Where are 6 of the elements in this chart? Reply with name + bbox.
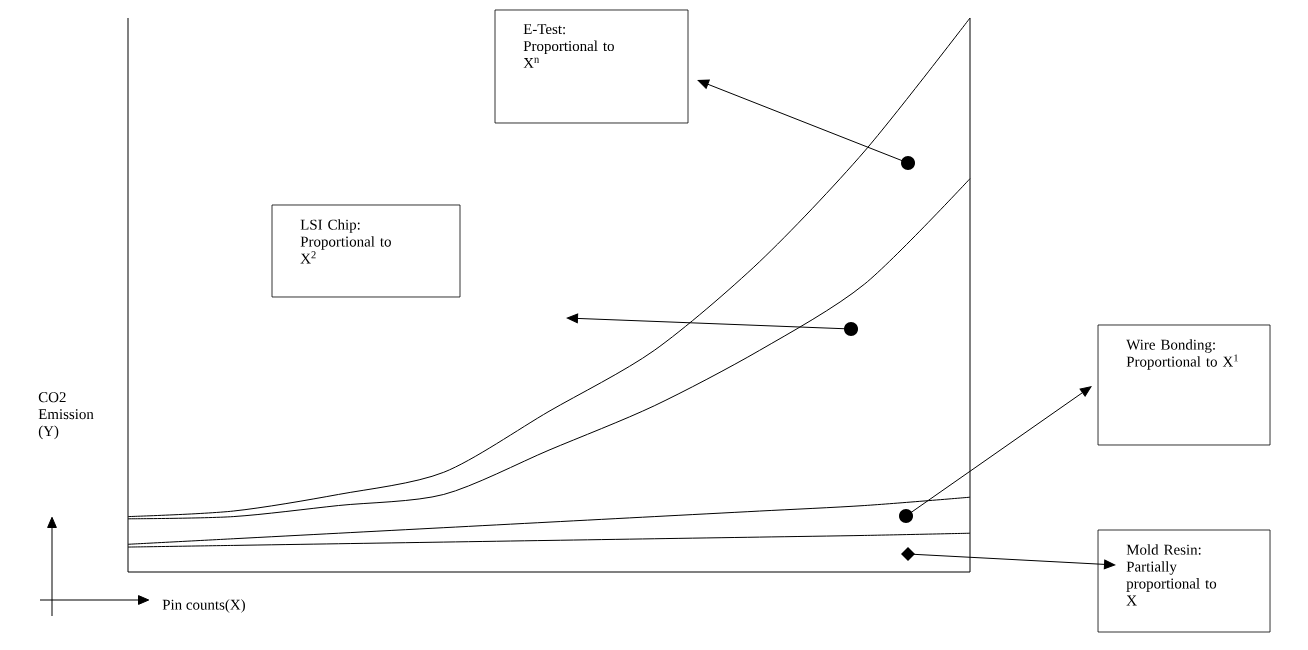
y-axis-title: CO2 Emission (Y) bbox=[38, 392, 94, 440]
text: Mold Resin: Partially proportional to X bbox=[1126, 544, 1217, 606]
x-axis-title: Pin counts(X) bbox=[162, 599, 245, 613]
text: Wire Bonding: Proportional to X$^{1}$ bbox=[1126, 339, 1238, 370]
annotation: E-Test: Proportional to X$^{n}$ bbox=[523, 24, 614, 68]
annotation: LSI Chip: Proportional to X$^{2}$ bbox=[300, 219, 391, 264]
